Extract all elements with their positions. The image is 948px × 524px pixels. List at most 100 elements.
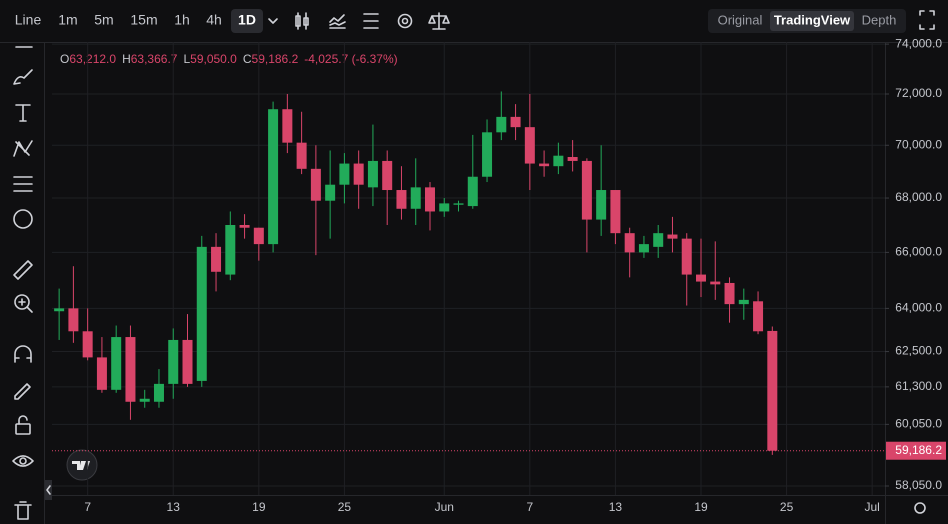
candle-body [424, 187, 435, 212]
candle-body [510, 116, 521, 128]
ohlc-value: 63,212.0 [69, 52, 116, 66]
ohlc-value: 59,186.2 [252, 52, 299, 66]
candle-body [524, 127, 535, 164]
interval-button[interactable]: 1h [174, 12, 190, 28]
x-tick-label: 13 [167, 500, 181, 514]
tool-zoom[interactable] [14, 294, 33, 313]
ohlc-label: H [122, 52, 131, 66]
tool-lock[interactable] [15, 415, 31, 435]
interval-button[interactable]: Line [15, 12, 42, 28]
candle-body [567, 157, 578, 161]
ohlc-label: O [60, 52, 69, 66]
logo [66, 449, 98, 481]
candle-body [439, 203, 450, 212]
tool-magnet[interactable] [14, 345, 32, 363]
candle-body [724, 282, 735, 305]
x-tick-label: 19 [694, 500, 708, 514]
interval-button[interactable]: 15m [130, 12, 157, 28]
tool-visibility[interactable] [12, 455, 34, 467]
collapse-arrow [46, 485, 51, 495]
tool-ruler[interactable] [13, 260, 33, 280]
candle-body [581, 160, 592, 220]
y-tick-label: 68,000.0 [895, 190, 942, 204]
candle-body [653, 233, 664, 247]
menu-icon[interactable] [363, 13, 379, 29]
candle-body [211, 246, 222, 272]
ohlc-value: 59,050.0 [190, 52, 237, 66]
interval-button[interactable]: 5m [94, 12, 113, 28]
y-tick-label: 66,000.0 [895, 245, 942, 259]
fullscreen-icon[interactable] [919, 10, 935, 30]
candle-body [353, 163, 364, 185]
tool-text[interactable] [15, 104, 31, 122]
view-button[interactable]: Original [718, 12, 763, 27]
candle-body [695, 274, 706, 282]
y-tick-label: 72,000.0 [895, 86, 942, 100]
tool-pattern[interactable] [13, 140, 33, 157]
ohlc-label: C [243, 52, 252, 66]
candle-body [96, 357, 107, 390]
candle-body [624, 233, 635, 253]
tool-brush[interactable] [13, 69, 33, 85]
grid [52, 42, 885, 495]
tool-emoji[interactable] [13, 209, 33, 229]
candle-body [467, 176, 478, 207]
candle-body [596, 190, 607, 220]
x-tick-label: 19 [252, 500, 266, 514]
interval-button[interactable]: 4h [206, 12, 222, 28]
tool-edit[interactable] [14, 383, 31, 400]
candle-body [325, 184, 336, 201]
candle-type-icon[interactable] [295, 12, 309, 30]
axis-settings[interactable] [914, 502, 926, 514]
candle-body [168, 339, 179, 384]
candle-body [111, 337, 122, 390]
indicators-icon[interactable] [329, 14, 346, 29]
ohlc-value: 63,366.7 [131, 52, 178, 66]
y-tick-label: 74,000.0 [895, 36, 942, 50]
candle-body [453, 203, 464, 205]
candle-body [153, 383, 164, 402]
y-tick-label: 64,000.0 [895, 301, 942, 315]
candle-body [225, 225, 236, 275]
y-tick-label: 70,000.0 [895, 137, 942, 151]
sidebar-collapse[interactable] [45, 480, 52, 500]
candle-body [396, 190, 407, 209]
ohlc-change: -4,025.7 (-6.37%) [304, 52, 397, 66]
candle-body [638, 244, 649, 253]
y-tick-label: 58,050.0 [895, 478, 942, 492]
candle-body [767, 330, 778, 451]
x-tick-label: 13 [609, 500, 623, 514]
tool-delete[interactable] [14, 501, 32, 520]
view-button[interactable]: TradingView [774, 12, 851, 27]
view-button[interactable]: Depth [862, 12, 897, 27]
candle-body [738, 299, 749, 305]
candle-body [54, 308, 65, 312]
ohlc-label: L [183, 52, 190, 66]
x-tick-label: Jun [435, 500, 454, 514]
candle-body [753, 301, 764, 332]
candle-body [339, 163, 350, 185]
candle-body [539, 163, 550, 167]
candle-body [196, 246, 207, 381]
interval-button[interactable]: 1D [238, 12, 256, 28]
active-interval-bg [231, 9, 263, 33]
settings-icon[interactable] [397, 13, 413, 29]
y-tick-label: 60,050.0 [895, 417, 942, 431]
x-tick-label: 25 [780, 500, 794, 514]
candle-body [296, 142, 307, 169]
interval-button[interactable]: 1m [58, 12, 77, 28]
candle-body [410, 187, 421, 209]
candle-body [182, 339, 193, 384]
candle-body [125, 337, 136, 402]
candle-body [68, 308, 79, 332]
interval-dropdown[interactable] [268, 18, 278, 24]
x-tick-label: 7 [526, 500, 533, 514]
compare-icon[interactable] [428, 12, 450, 30]
last-price-label: 59,186.2 [895, 443, 942, 457]
candle-body [382, 160, 393, 191]
x-tick-label: 25 [338, 500, 352, 514]
candle-body [253, 227, 264, 245]
x-tick-label: 7 [84, 500, 91, 514]
candle-body [239, 225, 250, 228]
tool-fib[interactable] [13, 176, 33, 192]
